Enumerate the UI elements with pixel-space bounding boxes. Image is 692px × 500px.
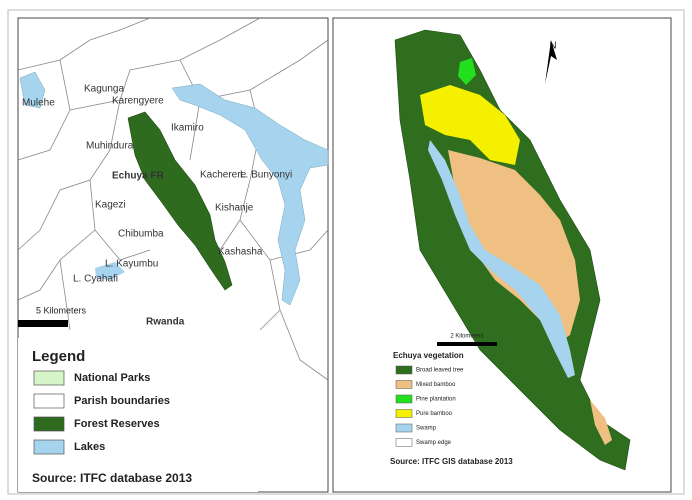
- legend-swatch: [395, 380, 413, 389]
- scale-bar: [18, 320, 68, 327]
- scale-bar: [437, 342, 497, 346]
- legend-title: Echuya vegetation: [393, 351, 464, 360]
- place-label: Rwanda: [146, 317, 185, 328]
- legend-box: [18, 338, 258, 492]
- scale-label: 2 Kilometers: [450, 334, 483, 340]
- north-label: N: [549, 41, 556, 52]
- legend-label: Forest Reserves: [74, 418, 160, 430]
- pine-plantation: [458, 58, 476, 85]
- legend-label: Broad leaved tree: [416, 368, 464, 374]
- place-label: Kashasha: [218, 247, 263, 258]
- place-label: Echuya FR: [112, 171, 164, 182]
- lake: [19, 71, 46, 109]
- legend-label: Swamp: [416, 426, 437, 432]
- legend-label: Pine plantation: [416, 397, 456, 403]
- source: Source: ITFC database 2013: [32, 471, 192, 485]
- place-label: Chibumba: [118, 229, 164, 240]
- place-label: Mulehe: [22, 98, 55, 109]
- legend-swatch: [395, 438, 413, 447]
- legend-swatch: [33, 439, 65, 455]
- legend-label: National Parks: [74, 372, 150, 384]
- legend-swatch: [395, 409, 413, 418]
- place-label: L. Bunyonyi: [240, 170, 292, 181]
- legend-label: Parish boundaries: [74, 395, 170, 407]
- place-label: Kacherere: [200, 170, 247, 181]
- forest-reserve: [127, 111, 233, 291]
- source: Source: ITFC GIS database 2013: [390, 457, 513, 466]
- mixed-bamboo: [590, 400, 612, 445]
- legend-swatch: [395, 423, 413, 433]
- place-label: Kagunga: [84, 84, 124, 95]
- legend-swatch: [33, 370, 65, 386]
- legend-swatch: [395, 394, 413, 404]
- legend-swatch: [33, 416, 65, 432]
- place-label: L. Kayumbu: [105, 259, 158, 270]
- lake: [171, 83, 329, 306]
- north-arrow: [545, 40, 557, 84]
- place-label: Ikamiro: [171, 123, 204, 134]
- place-label: Kagezi: [95, 200, 126, 211]
- parish-boundaries: [17, 17, 329, 381]
- place-label: Kishanje: [215, 203, 254, 214]
- pure-bamboo: [420, 85, 520, 165]
- place-label: L. Cyahafi: [73, 274, 118, 285]
- legend-label: Mixed bamboo: [416, 382, 456, 388]
- place-label: Karengyere: [112, 96, 164, 107]
- legend-title: Legend: [32, 348, 85, 365]
- legend-swatch: [33, 393, 65, 409]
- legend-label: Lakes: [74, 441, 105, 453]
- legend-swatch: [395, 365, 413, 375]
- lake: [95, 262, 125, 280]
- swamp: [428, 140, 575, 378]
- place-label: Muhindura: [86, 141, 134, 152]
- right-map: N 2 Kilometers Echuya vegetation Broad l…: [332, 17, 672, 493]
- legend-label: Pure bamboo: [416, 411, 453, 417]
- legend-label: Swamp edge: [416, 440, 452, 446]
- scale-label: 5 Kilometers: [36, 305, 87, 315]
